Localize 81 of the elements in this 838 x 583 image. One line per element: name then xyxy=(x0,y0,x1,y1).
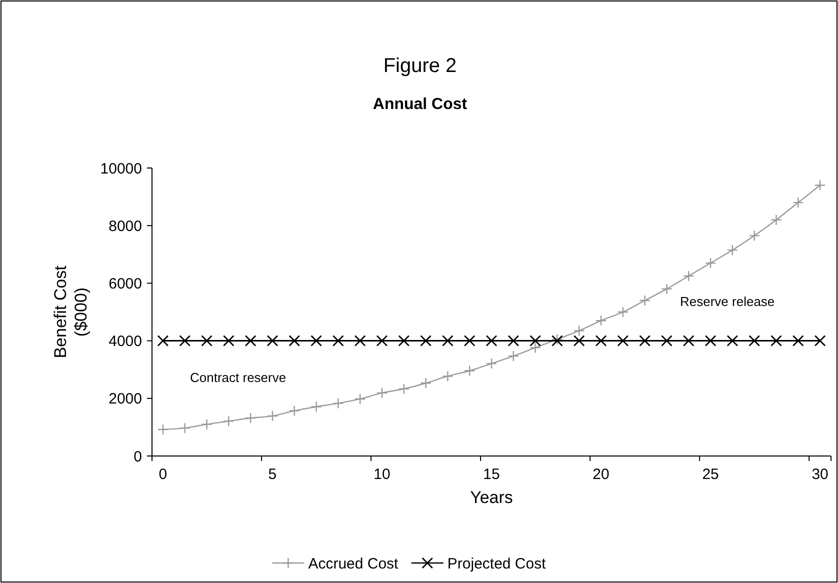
point xyxy=(661,283,672,295)
point xyxy=(617,306,629,318)
point xyxy=(508,335,520,346)
point xyxy=(814,180,826,191)
x-tick-label: 15 xyxy=(483,466,500,483)
point xyxy=(814,335,826,346)
point xyxy=(704,257,716,269)
point xyxy=(726,244,738,256)
point xyxy=(354,393,366,405)
x-tick-label: 20 xyxy=(592,466,610,483)
point xyxy=(222,335,234,346)
point xyxy=(332,398,344,409)
point xyxy=(376,387,388,399)
point xyxy=(683,270,694,282)
point xyxy=(442,370,454,382)
point xyxy=(266,335,278,346)
point xyxy=(770,335,782,346)
point xyxy=(748,335,760,346)
point xyxy=(639,294,650,306)
point xyxy=(595,335,607,346)
point xyxy=(288,405,300,416)
point xyxy=(244,335,256,346)
point xyxy=(354,335,366,346)
point xyxy=(420,378,432,389)
y-tick-label: 6000 xyxy=(108,275,142,292)
x-tick-label: 30 xyxy=(812,466,828,483)
point xyxy=(639,335,651,346)
point xyxy=(179,335,191,346)
annotation: Contract reserve xyxy=(190,370,286,385)
point xyxy=(201,335,212,346)
point xyxy=(442,335,454,346)
point xyxy=(332,335,344,346)
point xyxy=(310,401,322,412)
x-tick-label: 25 xyxy=(702,466,719,483)
point xyxy=(266,410,278,422)
point xyxy=(748,230,760,242)
x-tick-label: 0 xyxy=(158,466,168,483)
y-tick-label: 4000 xyxy=(108,333,142,350)
point xyxy=(223,416,234,427)
point xyxy=(704,335,716,346)
x-axis-title: Years xyxy=(470,488,513,507)
y-tick-label: 8000 xyxy=(108,218,142,235)
point xyxy=(792,335,804,346)
point xyxy=(726,335,738,346)
point xyxy=(486,335,498,346)
point xyxy=(617,335,629,346)
point xyxy=(288,335,300,346)
point xyxy=(420,335,432,346)
point xyxy=(661,335,672,346)
chart-subtitle: Annual Cost xyxy=(372,96,468,113)
chart-title: Figure 2 xyxy=(383,55,457,77)
x-tick-label: 10 xyxy=(374,466,390,483)
y-tick-label: 10000 xyxy=(100,160,142,178)
point xyxy=(157,335,169,346)
point xyxy=(464,335,476,346)
legend-label: Accrued Cost xyxy=(308,555,400,572)
point xyxy=(244,412,256,424)
point xyxy=(398,383,410,394)
point xyxy=(574,325,585,336)
point xyxy=(486,358,498,370)
point xyxy=(508,350,520,362)
point xyxy=(201,418,212,430)
y-tick-label: 2000 xyxy=(108,390,142,408)
point xyxy=(682,335,694,346)
point xyxy=(770,214,782,226)
point xyxy=(595,315,607,326)
annotation: Reserve release xyxy=(680,294,775,309)
point xyxy=(530,335,542,346)
legend-label: Projected Cost xyxy=(447,555,547,572)
point xyxy=(179,422,190,434)
point xyxy=(530,342,541,354)
y-tick-label: 0 xyxy=(134,448,142,466)
x-tick-label: 5 xyxy=(268,466,277,483)
point xyxy=(157,424,169,436)
point xyxy=(464,365,476,376)
point xyxy=(792,196,804,208)
point xyxy=(398,335,410,346)
point xyxy=(573,335,585,346)
y-axis-title: Benefit Cost ($000) xyxy=(51,265,90,358)
point xyxy=(310,335,322,346)
point xyxy=(376,335,388,346)
